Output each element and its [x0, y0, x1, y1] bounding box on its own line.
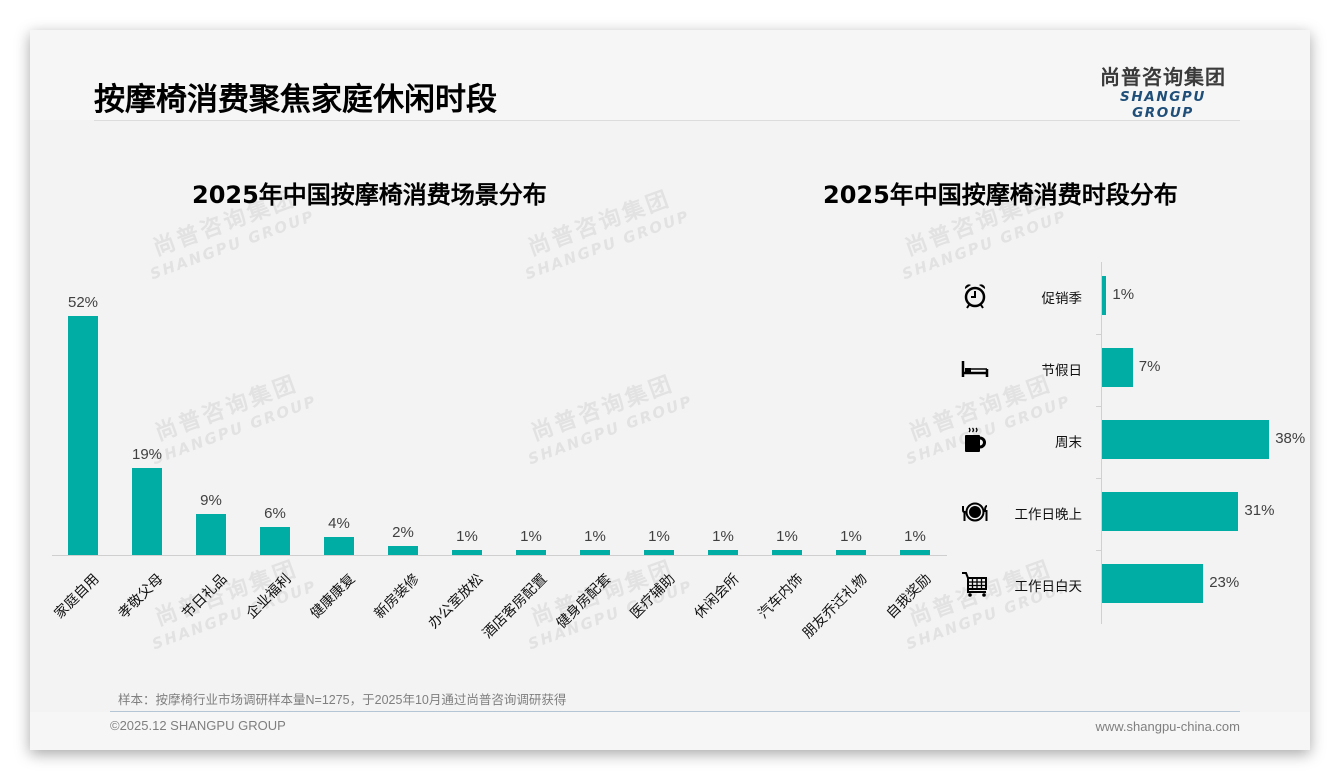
category-label: 节日礼品	[178, 570, 230, 622]
bar	[196, 513, 226, 555]
data-label: 1%	[648, 528, 670, 546]
category-label: 新房装修	[370, 570, 422, 622]
bar	[1102, 492, 1239, 531]
bar	[1102, 564, 1204, 603]
category-label: 家庭自用	[50, 570, 102, 622]
data-label: 1%	[776, 528, 798, 546]
left-chart-title: 2025年中国按摩椅消费场景分布	[192, 181, 547, 209]
website-link[interactable]: www.shangpu-china.com	[1095, 719, 1240, 734]
time-period-bar-chart: 1% 促销季 7% 节假日 38% 周末 31% 工作日晚上 23% 工作日白天	[950, 262, 1310, 662]
logo-english: SHANGPU GROUP	[1120, 89, 1206, 121]
title-divider	[94, 120, 1240, 121]
watermark-en: SHANGPU GROUP	[147, 206, 318, 284]
watermark-en: SHANGPU GROUP	[522, 206, 693, 284]
data-label: 1%	[520, 528, 542, 546]
bar	[580, 550, 610, 555]
x-axis-line	[52, 555, 947, 556]
axis-tick	[1096, 478, 1101, 479]
bar	[388, 545, 418, 555]
category-label: 医疗辅助	[626, 570, 678, 622]
plate-cutlery-icon	[960, 497, 990, 527]
category-label: 孝敬父母	[114, 570, 166, 622]
bed-icon	[960, 353, 990, 383]
data-label: 52%	[67, 293, 99, 311]
coffee-mug-icon	[960, 425, 990, 455]
data-label: 4%	[328, 514, 350, 532]
bar	[900, 550, 930, 555]
category-label: 酒店客房配置	[479, 570, 550, 642]
copyright-text: ©2025.12 SHANGPU GROUP	[110, 718, 286, 733]
data-label: 2%	[392, 523, 414, 541]
category-label: 周末	[1055, 435, 1082, 450]
bar	[260, 527, 290, 555]
data-label: 1%	[840, 528, 862, 546]
page-title: 按摩椅消费聚焦家庭休闲时段	[94, 82, 497, 118]
bar	[1102, 276, 1107, 315]
data-label: 23%	[1209, 574, 1240, 591]
axis-tick	[1096, 550, 1101, 551]
bar	[644, 550, 674, 555]
alarm-clock-icon	[960, 281, 990, 311]
category-label: 工作日晚上	[1014, 507, 1083, 522]
data-label: 1%	[904, 528, 926, 546]
category-label: 朋友乔迁礼物	[799, 570, 870, 642]
bar	[772, 550, 802, 555]
data-label: 1%	[584, 528, 606, 546]
header-band	[30, 30, 1310, 120]
category-label: 企业福利	[242, 570, 294, 622]
data-label: 9%	[200, 491, 222, 509]
category-label: 工作日白天	[1014, 579, 1083, 594]
sample-note: 样本：按摩椅行业市场调研样本量N=1275，于2025年10月通过尚普咨询调研获…	[118, 693, 567, 707]
bar	[1102, 348, 1133, 387]
category-label: 办公室放松	[424, 570, 486, 632]
footer-band	[30, 712, 1310, 750]
brand-logo: 尚普咨询集团 SHANGPU GROUP	[1088, 65, 1238, 121]
data-label: 31%	[1244, 502, 1275, 519]
category-label: 节假日	[1041, 363, 1083, 378]
bar	[132, 467, 162, 555]
category-label: 汽车内饰	[754, 570, 806, 622]
data-label: 1%	[1112, 286, 1135, 303]
bar	[68, 315, 98, 555]
category-label: 促销季	[1041, 291, 1083, 306]
bar	[516, 550, 546, 555]
axis-tick	[1096, 406, 1101, 407]
category-label: 健康康复	[306, 570, 358, 622]
category-label: 健身房配套	[552, 570, 614, 632]
right-chart-title: 2025年中国按摩椅消费时段分布	[823, 181, 1178, 209]
scenario-bar-chart: 52% 家庭自用 19% 孝敬父母 9% 节日礼品 6% 企业福利 4% 健康康复 2% 新房装修 1%…	[50, 280, 950, 660]
category-label: 休闲会所	[690, 570, 742, 622]
slide: 按摩椅消费聚焦家庭休闲时段 尚普咨询集团 SHANGPU GROUP 尚普咨询集…	[30, 30, 1310, 750]
bar	[452, 550, 482, 555]
data-label: 1%	[456, 528, 478, 546]
y-axis-line	[1101, 262, 1102, 624]
data-label: 6%	[264, 505, 286, 523]
footer-divider	[110, 711, 1240, 712]
category-label: 自我奖励	[882, 570, 934, 622]
bar	[836, 550, 866, 555]
bar	[324, 536, 354, 555]
logo-chinese: 尚普咨询集团	[1100, 65, 1226, 89]
data-label: 19%	[131, 445, 163, 463]
data-label: 38%	[1275, 430, 1306, 447]
bar	[1102, 420, 1270, 459]
data-label: 1%	[712, 528, 734, 546]
shopping-cart-icon	[960, 569, 990, 599]
data-label: 7%	[1138, 358, 1161, 375]
axis-tick	[1096, 334, 1101, 335]
bar	[708, 550, 738, 555]
